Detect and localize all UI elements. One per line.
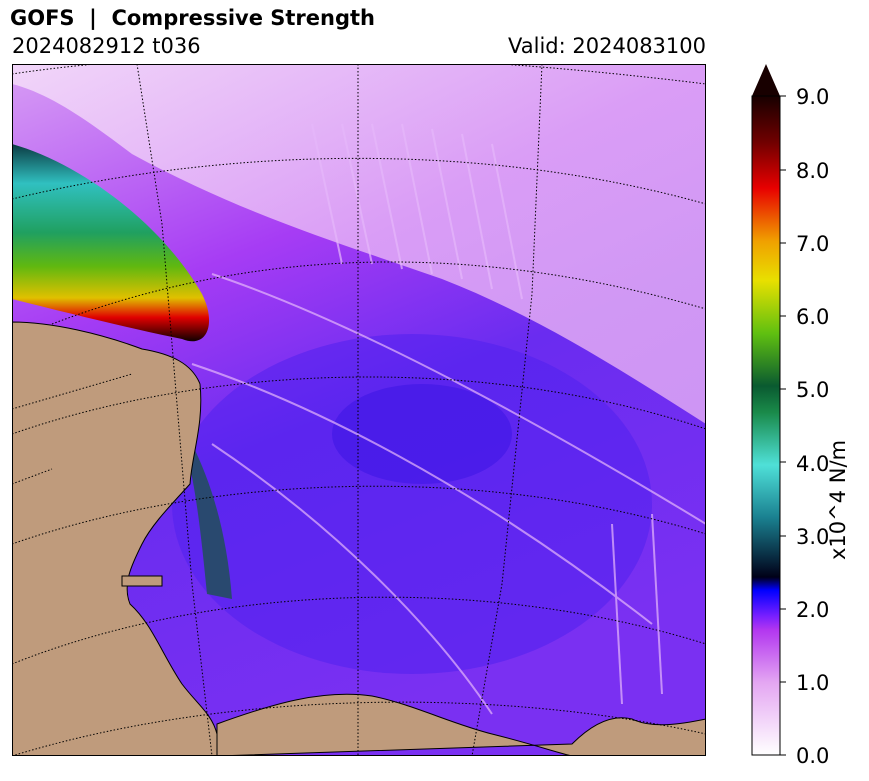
land-west — [12, 321, 218, 756]
colorbar-tick-5: 5.0 — [796, 378, 830, 402]
colorbar-tick-3: 3.0 — [796, 525, 830, 549]
run-label: 2024082912 t036 — [12, 34, 201, 58]
coastal-ridge-band — [187, 444, 232, 599]
land-south — [216, 693, 706, 756]
low-strength-ice-region — [12, 64, 706, 424]
colorbar-gradient — [751, 95, 781, 756]
high-strength-plume — [12, 144, 210, 342]
colorbar-tick-2: 2.0 — [796, 598, 830, 622]
strong-ice-core — [332, 384, 512, 484]
valid-label: Valid: 2024083100 — [508, 34, 706, 58]
colorbar-tick-0: 0.0 — [796, 744, 830, 768]
map-panel — [12, 64, 706, 756]
map-frame — [12, 64, 706, 756]
colorbar-tick-4: 4.0 — [796, 452, 830, 476]
colorbar-tick-1: 1.0 — [796, 671, 830, 695]
high-strength-ice-region — [172, 334, 652, 674]
chart-title: GOFS | Compressive Strength — [10, 6, 375, 30]
colorbar-ticks — [780, 95, 786, 756]
colorbar-extend-arrow — [752, 64, 780, 96]
lead-lines — [191, 123, 706, 715]
graticule — [12, 64, 706, 756]
colorbar-tick-6: 6.0 — [796, 305, 830, 329]
colorbar-tick-9: 9.0 — [796, 85, 830, 109]
colorbar-tick-8: 8.0 — [796, 159, 830, 183]
colorbar-tick-7: 7.0 — [796, 232, 830, 256]
colorbar-label: x10^4 N/m — [826, 439, 850, 560]
island — [121, 575, 163, 587]
colorbar — [751, 64, 786, 756]
